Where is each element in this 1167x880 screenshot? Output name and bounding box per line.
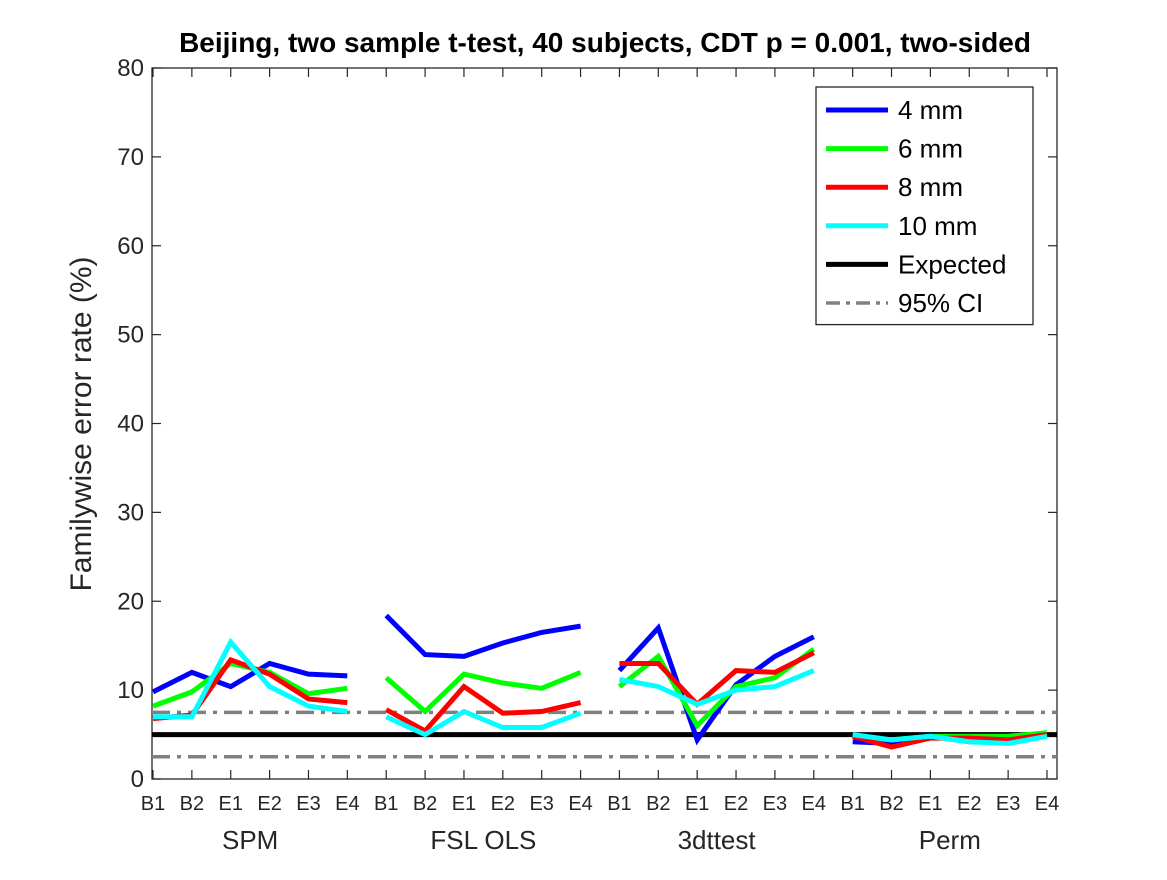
y-tick-label: 80: [117, 55, 144, 82]
series-line-10-mm-3dttest: [618, 668, 815, 707]
legend-box: [815, 86, 1034, 326]
x-tick-label: E2: [257, 793, 281, 815]
x-tick-label: E1: [452, 793, 476, 815]
x-tick-label: B1: [607, 793, 631, 815]
y-tick-label: 10: [117, 677, 144, 704]
series-line-4-mm-fsl-ols: [384, 613, 581, 659]
x-tick-label: E3: [529, 793, 553, 815]
x-tick-label: B1: [141, 793, 165, 815]
legend-label: 8 mm: [898, 172, 963, 202]
series-line-8-mm-fsl-ols: [384, 683, 582, 735]
x-tick-label: E4: [568, 793, 592, 815]
y-tick-label: 70: [117, 144, 144, 171]
x-tick-label: E3: [763, 793, 787, 815]
series-line-4-mm-spm: [151, 660, 348, 695]
group-label: 3dttest: [678, 825, 757, 855]
x-tick-label: B1: [374, 793, 398, 815]
series-line-10-mm-fsl-ols: [385, 708, 582, 738]
x-tick-label: B2: [646, 793, 670, 815]
y-tick-label: 60: [117, 233, 144, 260]
x-tick-label: B2: [180, 793, 204, 815]
y-tick-label: 30: [117, 499, 144, 526]
x-tick-label: E3: [296, 793, 320, 815]
series-line-8-mm-3dttest: [619, 650, 815, 708]
y-tick-label: 40: [117, 411, 144, 438]
series-line-10-mm-perm: [852, 732, 1048, 747]
y-axis-label: Familywise error rate (%): [65, 256, 98, 591]
x-tick-label: E2: [724, 793, 748, 815]
x-tick-label: E1: [685, 793, 709, 815]
x-tick-label: E4: [335, 793, 359, 815]
x-tick-label: B2: [879, 793, 903, 815]
y-tick-label: 50: [117, 322, 144, 349]
legend-label: 6 mm: [898, 134, 963, 164]
x-tick-label: B1: [840, 793, 864, 815]
chart-title: Beijing, two sample t-test, 40 subjects,…: [179, 27, 1031, 58]
legend-label: 95% CI: [898, 288, 983, 318]
x-tick-label: E1: [918, 793, 942, 815]
legend-label: 4 mm: [898, 95, 963, 125]
group-label: Perm: [919, 825, 981, 855]
plot-area: 0 10 20 30 40 50 60 70 80 B1 B2 E1 E2 E3 E4 B1 B2 E1 E2 E3 E…: [117, 55, 1059, 855]
x-tick-label: E4: [1035, 793, 1059, 815]
y-tick-label: 20: [117, 588, 144, 615]
x-tick-label: E4: [802, 793, 826, 815]
x-tick-label: E1: [219, 793, 243, 815]
x-tick-label: B2: [413, 793, 437, 815]
group-label: SPM: [222, 825, 278, 855]
x-tick-label: E2: [957, 793, 981, 815]
series-line-10-mm-spm: [153, 637, 348, 720]
group-label: FSL OLS: [430, 825, 536, 855]
legend-label: 10 mm: [898, 211, 977, 241]
x-tick-label: E2: [491, 793, 515, 815]
series-line-6-mm-fsl-ols: [384, 670, 582, 715]
y-tick-label: 0: [131, 766, 144, 793]
x-tick-label: E3: [996, 793, 1020, 815]
legend-label: Expected: [898, 249, 1006, 279]
series-line-4-mm-3dttest: [617, 623, 815, 746]
